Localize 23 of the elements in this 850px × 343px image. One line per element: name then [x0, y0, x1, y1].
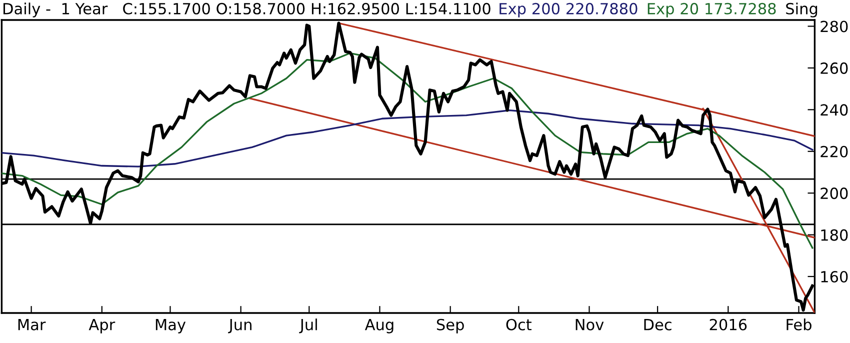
text: Sing [786, 2, 818, 18]
x-tick-label: 2016 [710, 318, 747, 330]
x-tick-label: Oct [506, 318, 532, 330]
x-tick-label: May [156, 319, 186, 334]
chart-title: Daily - 1 Year C:155.1700 O:158.7000 H:162.9500 L:154.1100 [4, 2, 490, 18]
text: Exp 20 173.7288 [648, 2, 776, 18]
x-tick-label: Sep [436, 318, 464, 334]
y-tick-label: 220 [820, 146, 848, 158]
y-tick-label: 200 [820, 188, 848, 200]
x-tick-label: Mar [18, 319, 46, 330]
y-tick-label: 280 [820, 20, 848, 32]
x-tick-label: Jun [228, 319, 252, 334]
x-tick-label: Dec [644, 319, 672, 330]
y-tick-label: 160 [821, 270, 848, 283]
x-tick-label: Jul [299, 318, 317, 334]
x-tick-label: Aug [364, 319, 394, 334]
y-tick-label: 240 [820, 104, 848, 116]
x-tick-label: Feb [786, 318, 812, 330]
y-tick-label: 180 [821, 229, 848, 241]
text: Exp 200 220.7880 [500, 2, 638, 18]
y-tick-label: 260 [820, 62, 848, 74]
x-tick-label: Nov [576, 319, 604, 330]
x-tick-label: Apr [88, 319, 116, 334]
